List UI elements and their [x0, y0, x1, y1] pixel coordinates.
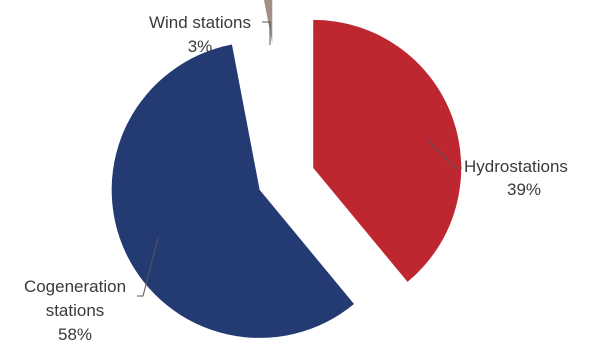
label-hydrostations-value: 39% — [507, 180, 541, 199]
label-cogeneration: Cogeneration — [24, 277, 126, 296]
leader-line-wind — [262, 21, 271, 45]
slice-hydrostations — [313, 19, 462, 282]
leader-line-hydro — [427, 139, 462, 169]
label-hydrostations: Hydrostations — [464, 157, 568, 176]
slice-cogeneration-stations — [111, 44, 355, 338]
leader-line-cogen — [137, 237, 159, 297]
label-cogeneration-value: 58% — [58, 325, 92, 344]
slice-wind-stations — [263, 0, 273, 44]
pie-slices — [111, 0, 462, 338]
label-wind-stations-value: 3% — [188, 37, 213, 56]
label-cogeneration-stations: stations — [46, 301, 105, 320]
label-wind-stations: Wind stations — [149, 13, 251, 32]
